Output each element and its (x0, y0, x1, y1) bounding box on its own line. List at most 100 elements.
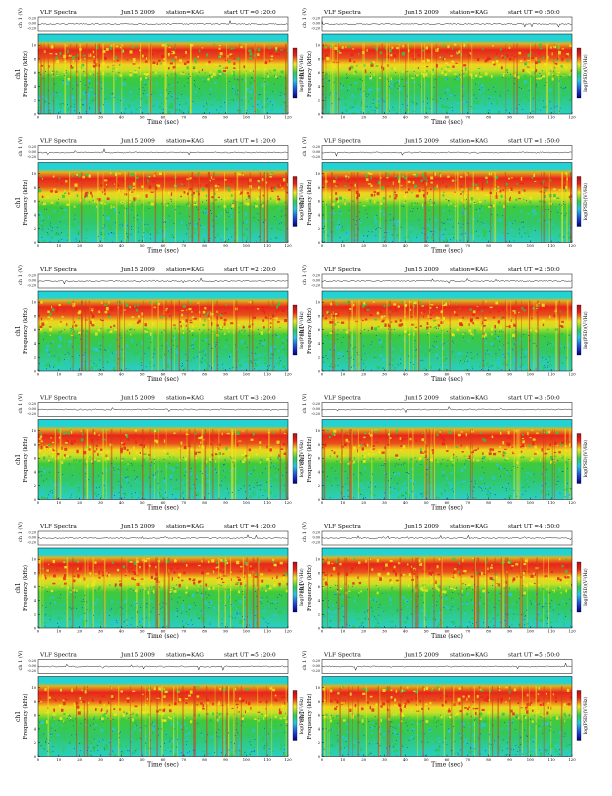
x-tick-label: 20 (77, 372, 82, 377)
station-label: station=KAG (166, 267, 204, 273)
station-label: station=KAG (450, 139, 488, 145)
colorbar (293, 434, 297, 484)
amplitude-axes (322, 17, 572, 31)
station-label: station=KAG (450, 524, 488, 530)
x-tick-label: 90 (223, 629, 228, 634)
x-tick-label: 10 (56, 757, 61, 762)
x-tick-label: 20 (361, 757, 366, 762)
station-label: station=KAG (450, 10, 488, 16)
x-axis-label: Time (sec) (147, 633, 179, 640)
amp-tick-label: 0.00 (312, 279, 320, 283)
y-tick-label: 2 (318, 356, 320, 360)
x-tick-label: 100 (527, 372, 535, 377)
x-tick-label: 90 (507, 243, 512, 248)
start-time-label: start UT =3 :20:0 (224, 396, 276, 402)
x-tick-label: 50 (140, 757, 145, 762)
channel-label: ch1 (15, 454, 22, 465)
x-tick-label: 50 (140, 500, 145, 505)
x-tick-label: 110 (264, 629, 272, 634)
y-axis-label: Frequency (kHz) (306, 180, 313, 226)
x-tick-label: 110 (548, 115, 556, 120)
date-label: Jun15 2009 (404, 267, 439, 273)
spectrogram-image (38, 677, 290, 758)
x-tick-label: 50 (424, 757, 429, 762)
spectrogram-image (38, 291, 290, 372)
y-tick-label: 2 (34, 227, 36, 231)
spectrogram-image (322, 677, 574, 759)
y-tick-label: 2 (318, 484, 320, 488)
x-tick-label: 30 (382, 757, 387, 762)
y-tick-label: 6 (318, 714, 321, 718)
start-time-label: start UT =1 :20:0 (224, 139, 276, 145)
chart-title: VLF Spectra (39, 396, 77, 402)
start-time-label: start UT =0 :50:0 (508, 10, 560, 16)
x-axis-label: Time (sec) (147, 762, 179, 769)
date-label: Jun15 2009 (120, 267, 155, 273)
start-time-label: start UT =1 :50:0 (508, 139, 560, 145)
x-tick-label: 30 (98, 629, 103, 634)
x-tick-label: 50 (424, 243, 429, 248)
x-tick-label: 90 (507, 757, 512, 762)
colorbar-label: log(PSD)(V²/Hz) (582, 697, 589, 735)
x-tick-label: 20 (77, 629, 82, 634)
x-tick-label: 40 (403, 372, 408, 377)
amp-tick-label: 0.00 (28, 279, 36, 283)
channel-label: ch1 (15, 582, 22, 593)
start-time-label: start UT =4 :50:0 (508, 524, 560, 530)
date-label: Jun15 2009 (404, 10, 439, 16)
start-time-label: start UT =2 :20:0 (224, 267, 276, 273)
x-tick-label: 50 (424, 115, 429, 120)
x-tick-label: 80 (486, 757, 491, 762)
amp-axis-label: ch 1 (V) (301, 265, 308, 285)
y-axis-label: Frequency (kHz) (306, 51, 313, 97)
amp-tick-label: -0.20 (311, 155, 320, 159)
x-tick-label: 80 (202, 243, 207, 248)
x-tick-label: 80 (202, 629, 207, 634)
x-tick-label: 0 (37, 243, 40, 248)
y-tick-label: 8 (318, 700, 321, 704)
amp-tick-label: 0.20 (312, 531, 320, 535)
x-tick-label: 110 (548, 629, 556, 634)
x-tick-label: 40 (403, 115, 408, 120)
x-tick-label: 40 (119, 372, 124, 377)
station-label: station=KAG (166, 10, 204, 16)
x-tick-label: 50 (424, 372, 429, 377)
x-tick-label: 0 (321, 372, 324, 377)
x-tick-label: 0 (321, 115, 324, 120)
amp-tick-label: 0.20 (312, 274, 320, 278)
start-time-label: start UT =2 :50:0 (508, 267, 560, 273)
channel-label: ch1 (15, 197, 22, 208)
y-tick-label: 2 (34, 613, 36, 617)
amp-tick-label: -0.20 (27, 155, 36, 159)
x-tick-label: 20 (77, 757, 82, 762)
date-label: Jun15 2009 (120, 10, 155, 16)
colorbar-label: log(PSD)(V²/Hz) (582, 54, 589, 92)
x-tick-label: 40 (403, 500, 408, 505)
amp-tick-label: -0.20 (311, 284, 320, 288)
x-tick-label: 10 (56, 115, 61, 120)
x-tick-label: 40 (119, 629, 124, 634)
spectrogram-image (38, 420, 290, 501)
x-tick-label: 50 (140, 243, 145, 248)
amp-axis-label: ch 1 (V) (301, 394, 308, 414)
x-tick-label: 50 (140, 372, 145, 377)
channel-label: ch1 (299, 711, 306, 722)
spectrogram-image (38, 548, 290, 630)
x-tick-label: 10 (56, 629, 61, 634)
amp-tick-label: 0.20 (28, 145, 36, 149)
amp-tick-label: -0.20 (311, 669, 320, 673)
station-label: station=KAG (450, 267, 488, 273)
x-tick-label: 0 (321, 500, 324, 505)
x-tick-label: 100 (527, 500, 535, 505)
chart-title: VLF Spectra (39, 524, 77, 530)
x-tick-label: 120 (568, 243, 576, 248)
y-tick-label: 10 (315, 301, 320, 305)
amp-tick-label: 0.20 (28, 274, 36, 278)
x-tick-label: 90 (223, 243, 228, 248)
y-tick-label: 4 (34, 85, 37, 89)
spectrogram-image (38, 34, 291, 115)
